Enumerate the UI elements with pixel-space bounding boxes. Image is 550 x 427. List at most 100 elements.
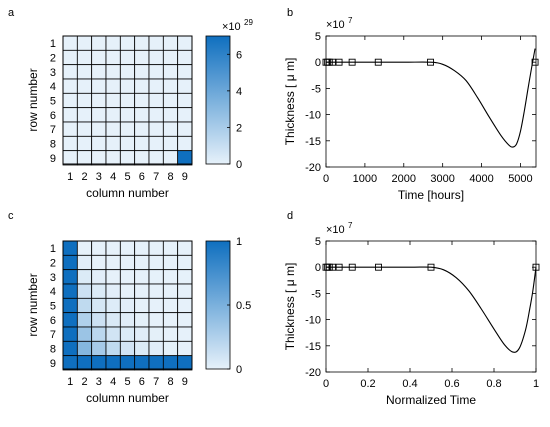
heatmap-cell-c: [162, 355, 179, 371]
x-tick-label: 4000: [469, 173, 493, 185]
series-line-d: [326, 266, 537, 353]
heatmap-cell-a: [148, 121, 164, 137]
heatmap-cell-a: [119, 121, 136, 137]
heatmap-cell-c: [148, 297, 164, 314]
data-point-marker: [348, 263, 356, 271]
heatmap-cell-c: [162, 269, 179, 285]
heatmap-cell-a: [105, 64, 121, 80]
heatmap-cell-a: [148, 92, 164, 109]
heatmap-cell-a: [62, 92, 78, 109]
heatmap-cell-c: [148, 283, 164, 299]
heatmap-frame-c: [62, 240, 193, 370]
heatmap-cell-a: [162, 35, 179, 51]
heatmap-cell-c: [148, 340, 164, 357]
heatmap-cell-c: [134, 340, 150, 357]
heatmap-cell-a: [119, 78, 136, 94]
heatmap-cell-c: [62, 283, 78, 299]
heatmap-cell-a: [148, 49, 164, 66]
heatmap-cell-c: [134, 240, 150, 256]
heatmap-cell-a: [148, 35, 164, 51]
heatmap-cell-a: [162, 64, 179, 80]
y-tick-label: 7: [50, 329, 56, 341]
heatmap-cell-c: [177, 326, 193, 342]
heatmap-cell-c: [62, 254, 78, 271]
heatmap-cell-a: [91, 64, 107, 80]
heatmap-cell-a: [177, 107, 193, 123]
x-tick-label: 2000: [392, 173, 416, 185]
heatmap-cell-c: [162, 326, 179, 342]
heatmap-cell-c: [91, 312, 107, 328]
heatmap-cell-c: [91, 326, 107, 342]
heatmap-cell-c: [162, 340, 179, 357]
data-point-marker: [335, 58, 343, 66]
heatmap-cell-c: [62, 340, 78, 357]
y-tick-label: 5: [315, 31, 321, 43]
heatmap-cell-c: [105, 240, 121, 256]
heatmap-cell-c: [91, 254, 107, 271]
heatmap-cell-c: [162, 254, 179, 271]
heatmap-cell-c: [148, 240, 164, 256]
heatmap-cell-a: [76, 92, 93, 109]
heatmap-cell-c: [148, 312, 164, 328]
heatmap-cell-a: [177, 135, 193, 152]
colorbar-tick-label: 1: [236, 236, 242, 248]
axis-exponent: ×10: [326, 224, 345, 236]
y-tick-label: -10: [305, 315, 321, 327]
heatmap-cell-a: [91, 107, 107, 123]
y-axis-label: Thickness [ μ m]: [283, 58, 297, 146]
panel-label-c: c: [8, 210, 14, 222]
heatmap-cell-c: [177, 240, 193, 256]
heatmap-cell-a: [91, 121, 107, 137]
heatmap-cell-a: [162, 135, 179, 152]
heatmap-cell-a: [119, 150, 136, 166]
heatmap-cell-c: [119, 312, 136, 328]
x-tick-label: 1000: [353, 173, 377, 185]
heatmap-cell-c: [62, 269, 78, 285]
y-tick-label: 3: [50, 67, 56, 79]
data-point-marker: [427, 263, 435, 271]
x-tick-label: 9: [182, 376, 188, 388]
heatmap-cell-c: [148, 269, 164, 285]
heatmap-cell-a: [105, 49, 121, 66]
y-axis-label: row number: [26, 273, 40, 336]
y-tick-label: -15: [305, 136, 321, 148]
heatmap-cell-a: [91, 78, 107, 94]
heatmap-cell-a: [119, 64, 136, 80]
x-tick-label: 0.6: [444, 378, 459, 390]
x-tick-label: 1: [67, 376, 73, 388]
heatmap-cell-c: [105, 355, 121, 371]
heatmap-cell-c: [148, 254, 164, 271]
heatmap-cell-a: [148, 135, 164, 152]
heatmap-cell-a: [105, 135, 121, 152]
heatmap-cell-a: [119, 107, 136, 123]
heatmap-cell-a: [76, 64, 93, 80]
heatmap-cell-c: [105, 326, 121, 342]
heatmap-cell-c: [162, 240, 179, 256]
heatmap-cell-a: [62, 49, 78, 66]
heatmap-cell-c: [91, 297, 107, 314]
y-axis-label: Thickness [ μ m]: [283, 263, 297, 351]
heatmap-cell-c: [148, 355, 164, 371]
x-tick-label: 6: [139, 376, 145, 388]
heatmap-cell-c: [91, 283, 107, 299]
y-tick-label: 1: [50, 243, 56, 255]
x-tick-label: 2: [81, 376, 87, 388]
heatmap-cell-a: [62, 107, 78, 123]
y-tick-label: 6: [50, 315, 56, 327]
data-point-marker: [335, 263, 343, 271]
heatmap-cell-c: [62, 240, 78, 256]
x-axis-label: Time [hours]: [398, 188, 464, 202]
axis-exponent: ×10: [326, 19, 345, 31]
heatmap-cell-c: [76, 283, 93, 299]
heatmap-cell-a: [91, 35, 107, 51]
heatmap-cell-a: [162, 150, 179, 166]
colorbar-tick-label: 0: [236, 364, 242, 376]
heatmap-cell-a: [76, 35, 93, 51]
heatmap-cell-c: [177, 312, 193, 328]
heatmap-cell-a: [76, 135, 93, 152]
heatmap-cell-a: [91, 135, 107, 152]
y-tick-label: 2: [50, 258, 56, 270]
heatmap-cell-a: [91, 49, 107, 66]
axes-box-b: [325, 35, 537, 168]
heatmap-cell-a: [76, 78, 93, 94]
